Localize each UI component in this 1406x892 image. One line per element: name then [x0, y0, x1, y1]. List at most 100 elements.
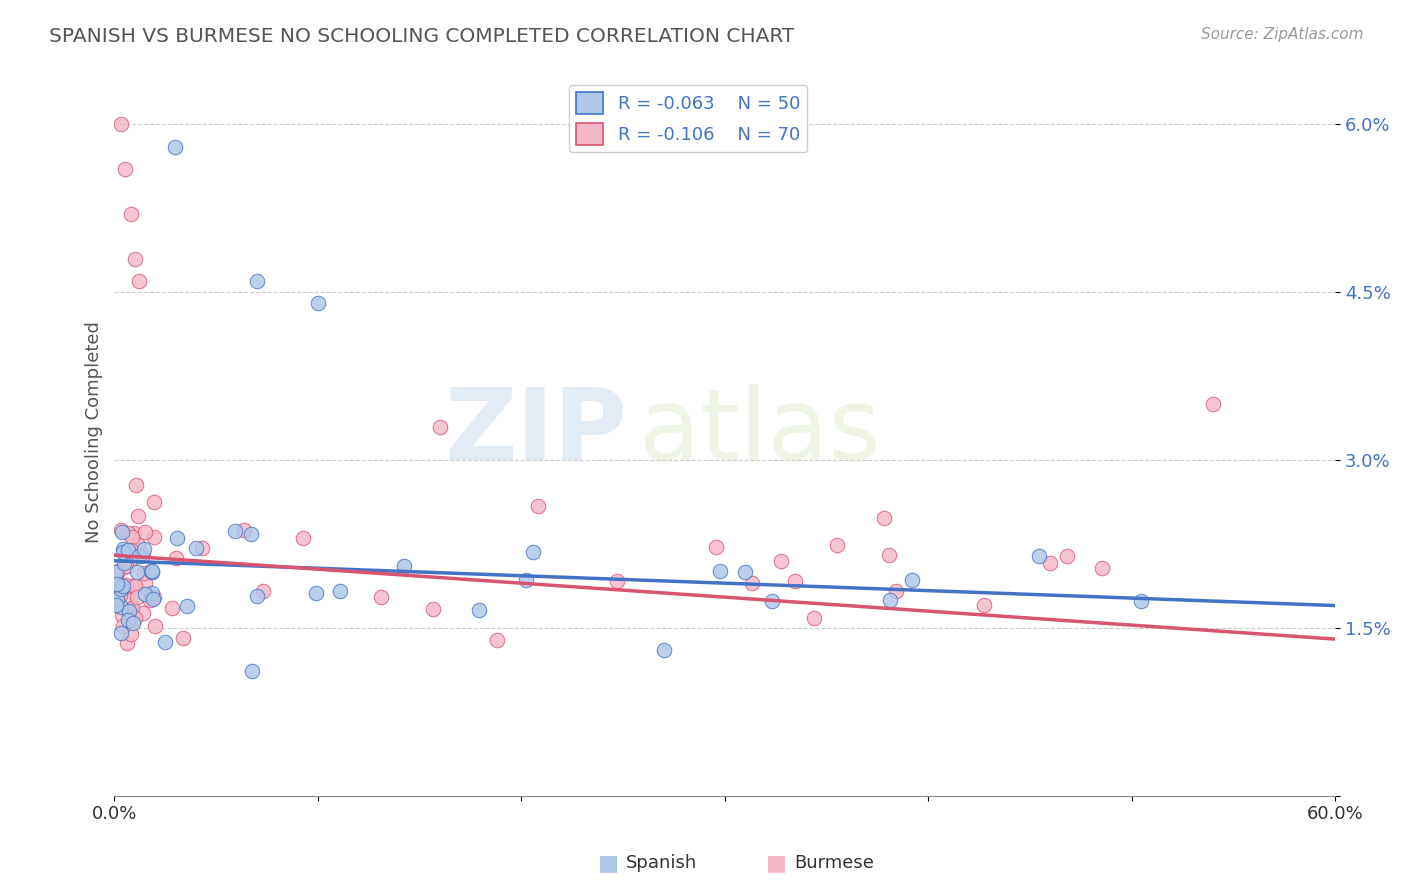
Point: [107, 564, 129, 578]
Point: [132, 548, 155, 562]
Point: [110, 582, 132, 597]
Point: [111, 541, 134, 556]
Point: [734, 565, 756, 579]
Point: [124, 579, 146, 593]
Point: [112, 619, 135, 633]
Point: [127, 565, 149, 579]
Point: [1202, 397, 1225, 411]
Point: [114, 162, 136, 177]
Point: [128, 274, 150, 288]
Point: [307, 296, 329, 310]
Point: [120, 543, 142, 558]
Point: [246, 274, 269, 288]
Point: [121, 530, 143, 544]
Point: [153, 635, 176, 649]
Text: SPANISH VS BURMESE NO SCHOOLING COMPLETED CORRELATION CHART: SPANISH VS BURMESE NO SCHOOLING COMPLETE…: [49, 27, 794, 45]
Point: [120, 207, 142, 221]
Point: [124, 526, 146, 541]
Point: [138, 593, 160, 607]
Point: [422, 602, 444, 616]
Point: [160, 601, 183, 615]
Point: [704, 540, 727, 554]
Point: [252, 583, 274, 598]
Text: Source: ZipAtlas.com: Source: ZipAtlas.com: [1201, 27, 1364, 42]
Point: [886, 583, 908, 598]
Point: [973, 599, 995, 613]
Point: [468, 603, 491, 617]
Point: [1130, 593, 1153, 607]
Point: [105, 591, 128, 606]
Point: [112, 556, 135, 570]
Point: [124, 611, 146, 625]
Point: [527, 500, 550, 514]
Point: [125, 477, 148, 491]
Point: [105, 566, 128, 580]
Point: [761, 594, 783, 608]
Text: ZIP: ZIP: [444, 384, 627, 481]
Point: [117, 613, 139, 627]
Point: [370, 591, 392, 605]
Point: [110, 625, 132, 640]
Point: [122, 616, 145, 631]
Point: [120, 627, 142, 641]
Point: [112, 578, 135, 592]
Point: [166, 531, 188, 545]
Point: [803, 611, 825, 625]
Point: [111, 607, 134, 622]
Point: [132, 606, 155, 620]
Point: [165, 140, 187, 154]
Point: [125, 590, 148, 604]
Point: [429, 419, 451, 434]
Point: [879, 548, 901, 562]
Point: [165, 550, 187, 565]
Point: [115, 559, 138, 574]
Point: [115, 578, 138, 592]
Point: [124, 252, 146, 266]
Point: [172, 632, 194, 646]
Text: Burmese: Burmese: [794, 855, 875, 872]
Legend: R = -0.063    N = 50, R = -0.106    N = 70: R = -0.063 N = 50, R = -0.106 N = 70: [569, 85, 807, 153]
Point: [901, 573, 924, 587]
Point: [134, 566, 156, 580]
Point: [141, 565, 163, 579]
Point: [292, 531, 315, 545]
Point: [232, 523, 254, 537]
Point: [143, 530, 166, 544]
Point: [110, 523, 132, 537]
Point: [652, 643, 675, 657]
Point: [186, 541, 208, 555]
Point: [111, 545, 134, 559]
Point: [118, 593, 141, 607]
Point: [141, 564, 163, 578]
Point: [143, 619, 166, 633]
Point: [741, 576, 763, 591]
Point: [134, 575, 156, 590]
Point: [1056, 549, 1078, 563]
Point: [770, 554, 793, 568]
Point: [142, 590, 165, 604]
Point: [110, 588, 132, 602]
Point: [105, 569, 128, 583]
Point: [142, 592, 165, 607]
Point: [105, 577, 128, 591]
Point: [176, 599, 198, 613]
Point: [111, 524, 134, 539]
Text: atlas: atlas: [640, 384, 882, 481]
Point: [785, 574, 807, 588]
Point: [825, 538, 848, 552]
Point: [240, 526, 263, 541]
Point: [873, 511, 896, 525]
Point: [134, 586, 156, 600]
Point: [121, 578, 143, 592]
Point: [114, 558, 136, 573]
Point: [240, 664, 263, 678]
Point: [110, 600, 132, 615]
Point: [224, 524, 246, 538]
Point: [709, 564, 731, 578]
Point: [117, 543, 139, 558]
Point: [120, 552, 142, 566]
Point: [105, 598, 128, 612]
Point: [139, 564, 162, 578]
Point: [1028, 549, 1050, 563]
Point: [522, 545, 544, 559]
